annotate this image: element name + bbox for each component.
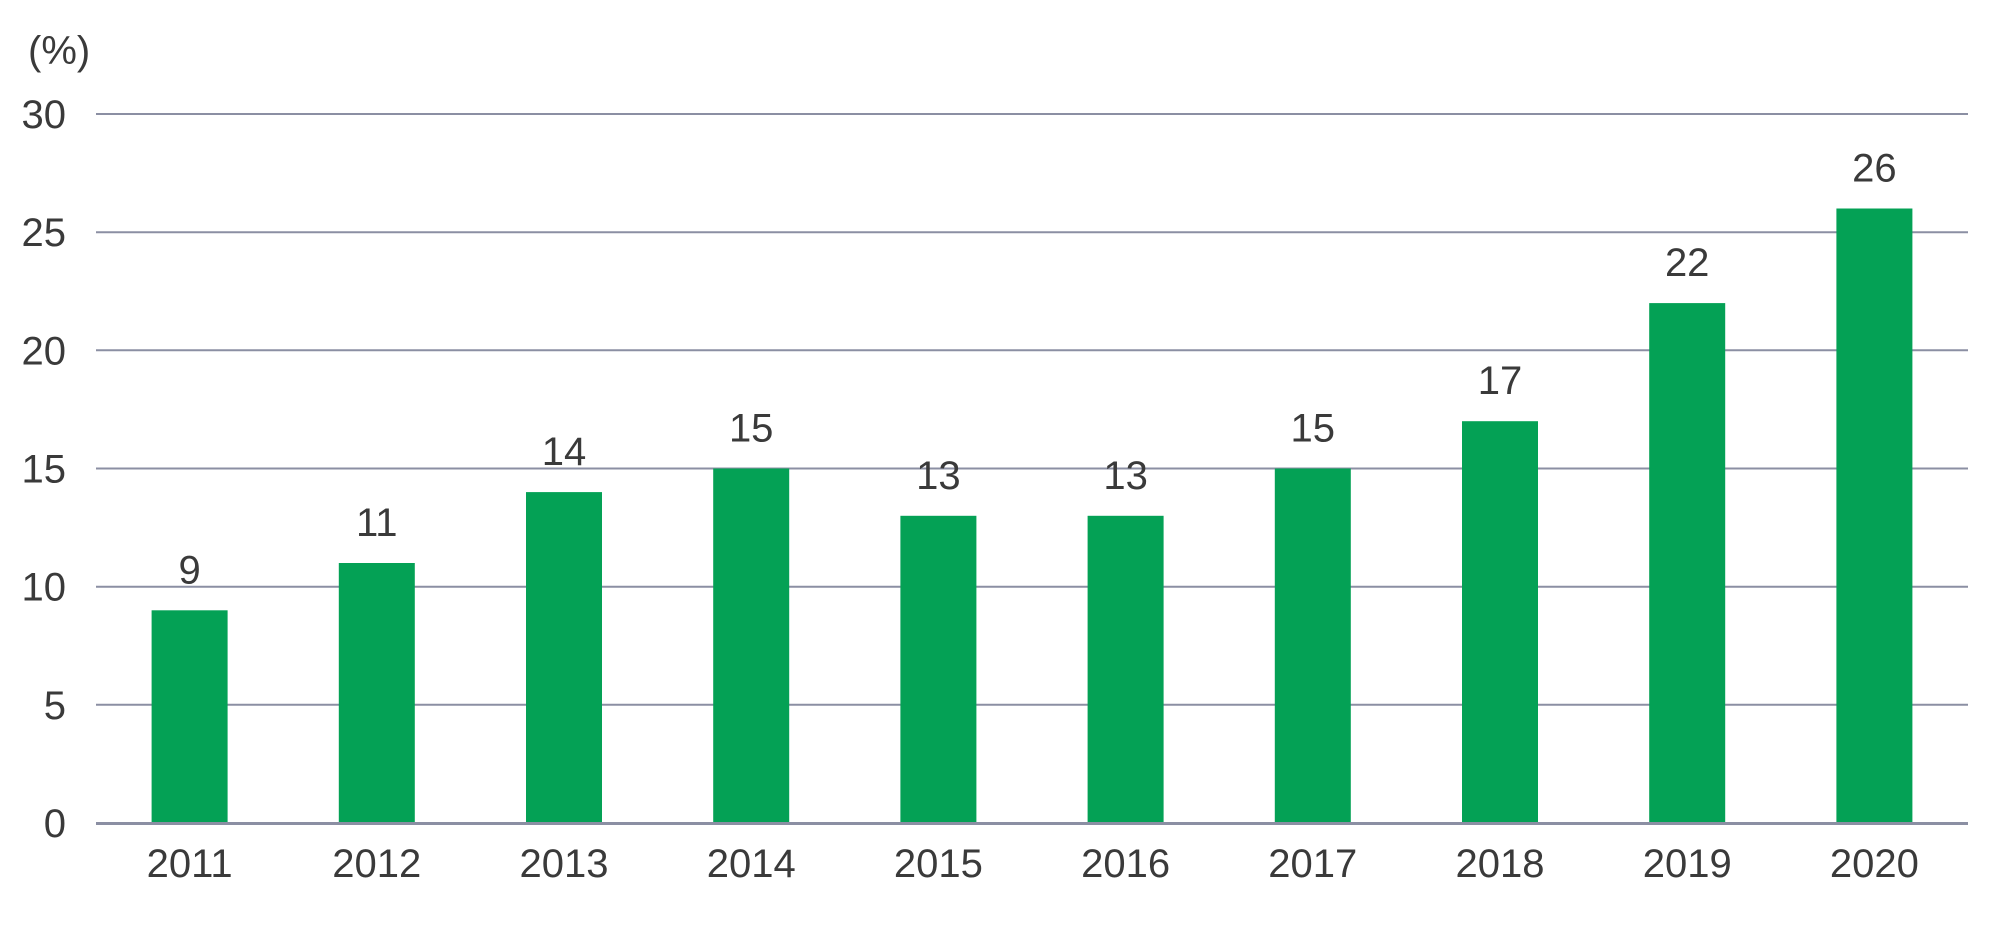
svg-text:15: 15 [1291, 407, 1336, 451]
svg-text:9: 9 [178, 548, 200, 592]
svg-text:2019: 2019 [1643, 842, 1732, 886]
svg-text:30: 30 [22, 93, 67, 137]
svg-text:14: 14 [542, 430, 587, 474]
svg-text:17: 17 [1478, 359, 1523, 403]
svg-text:20: 20 [22, 329, 67, 373]
svg-text:2014: 2014 [707, 842, 796, 886]
svg-text:2011: 2011 [147, 842, 233, 886]
svg-text:5: 5 [44, 684, 66, 728]
svg-text:2020: 2020 [1830, 842, 1919, 886]
svg-text:15: 15 [729, 407, 774, 451]
svg-text:15: 15 [22, 448, 67, 492]
svg-text:2015: 2015 [894, 842, 983, 886]
svg-text:2012: 2012 [332, 842, 421, 886]
svg-text:13: 13 [1103, 454, 1148, 498]
svg-text:22: 22 [1665, 241, 1710, 285]
svg-text:25: 25 [22, 211, 67, 255]
svg-text:11: 11 [356, 501, 398, 545]
svg-text:2017: 2017 [1268, 842, 1357, 886]
svg-text:(%): (%) [28, 29, 90, 73]
svg-text:2016: 2016 [1081, 842, 1170, 886]
svg-text:2018: 2018 [1456, 842, 1545, 886]
svg-text:0: 0 [44, 802, 66, 846]
svg-text:2013: 2013 [520, 842, 609, 886]
svg-text:10: 10 [22, 566, 67, 610]
svg-text:13: 13 [916, 454, 961, 498]
svg-text:26: 26 [1852, 147, 1897, 191]
